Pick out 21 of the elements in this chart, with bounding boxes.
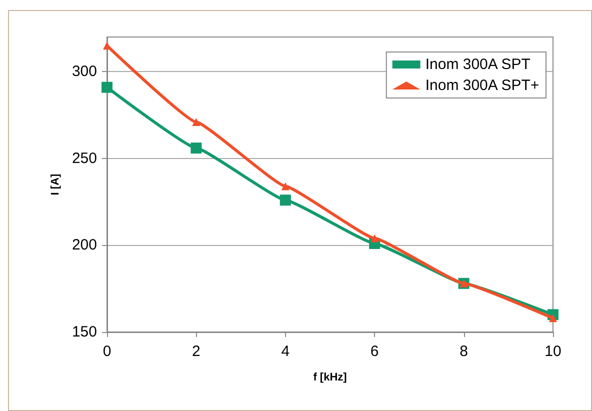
point bbox=[190, 142, 202, 154]
x-tick-label: 2 bbox=[192, 343, 200, 360]
y-tick-label: 200 bbox=[72, 236, 97, 254]
x-tick-label: 8 bbox=[460, 343, 468, 360]
x-tick-label: 0 bbox=[102, 343, 112, 360]
point bbox=[192, 118, 200, 126]
legend-label: Inom 300A SPT+ bbox=[425, 77, 540, 94]
point bbox=[280, 194, 291, 206]
y-tick-label: 250 bbox=[72, 150, 97, 167]
y-tick-label: 300 bbox=[72, 63, 97, 80]
point bbox=[549, 314, 557, 322]
point bbox=[370, 234, 379, 242]
x-tick-label: 10 bbox=[544, 343, 562, 360]
point bbox=[102, 82, 112, 93]
point bbox=[281, 182, 290, 190]
y-axis-title: I [A] bbox=[50, 173, 62, 196]
y-tick-label: 150 bbox=[72, 324, 97, 340]
x-tick-label: 4 bbox=[281, 343, 290, 360]
x-tick-label: 6 bbox=[370, 343, 379, 360]
x-axis-title: f [kHz] bbox=[313, 372, 348, 384]
legend-label: Inom 300A SPT bbox=[425, 56, 530, 73]
